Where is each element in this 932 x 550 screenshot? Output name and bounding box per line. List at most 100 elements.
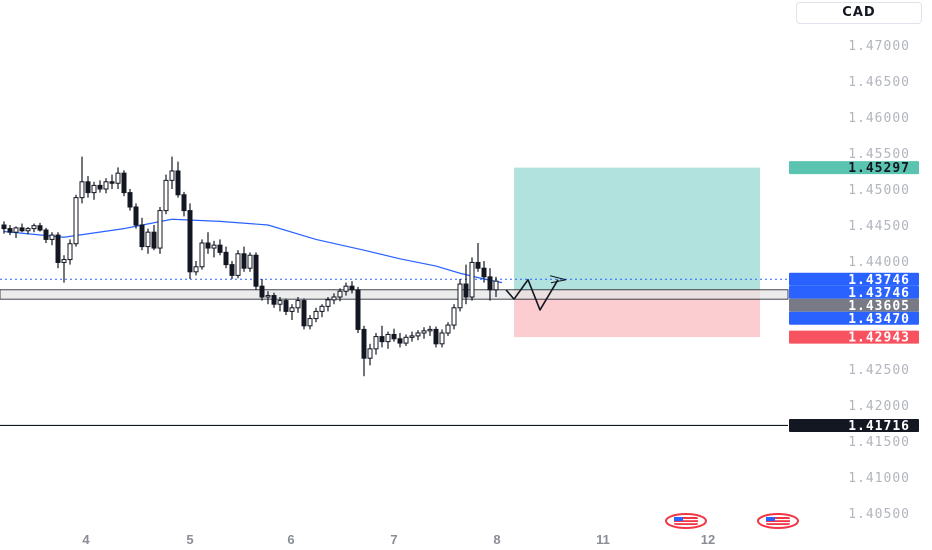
candle-body — [223, 251, 229, 266]
candle-body — [79, 181, 85, 199]
candle-body — [139, 224, 145, 248]
candle-body — [49, 234, 55, 240]
candle-body — [211, 244, 217, 249]
candle-body — [283, 300, 289, 312]
candle-body — [265, 295, 271, 298]
candle-body — [19, 227, 25, 232]
candle-body — [145, 231, 151, 248]
candle-body — [331, 296, 337, 301]
moving-average-line — [3, 218, 503, 284]
candle-body — [259, 285, 265, 298]
candle-body — [421, 330, 427, 334]
candle-body — [289, 307, 295, 312]
candle-body — [121, 172, 127, 194]
x-tick-label: 5 — [186, 532, 193, 547]
candle-body — [427, 328, 433, 332]
y-tick-label: 1.42500 — [848, 363, 910, 378]
price-badge — [789, 285, 919, 299]
candle-body — [109, 181, 115, 184]
candle-body — [175, 170, 181, 196]
candle-body — [313, 310, 319, 320]
candle-body — [469, 261, 475, 298]
y-tick-label: 1.42000 — [848, 399, 910, 414]
candle-body — [61, 259, 67, 263]
candle-body — [217, 244, 223, 253]
candle-body — [349, 285, 355, 291]
candle-body — [295, 300, 301, 309]
candle-body — [97, 184, 103, 190]
x-tick-label: 12 — [701, 532, 715, 547]
candle-body — [157, 210, 163, 249]
price-badge-label: 1.45297 — [848, 161, 910, 176]
candle-body — [439, 332, 445, 345]
candle-body — [361, 328, 367, 359]
y-tick-label: 1.41500 — [848, 435, 910, 450]
candle-body — [415, 332, 421, 337]
y-tick-label: 1.46500 — [848, 75, 910, 90]
candle-body — [169, 170, 175, 181]
candle-body — [37, 225, 43, 231]
candle-body — [301, 300, 307, 327]
candle-body — [73, 197, 79, 245]
candle-body — [199, 242, 205, 268]
us-flag-icon[interactable] — [757, 513, 799, 529]
us-flag-icon[interactable] — [665, 513, 707, 529]
candle-body — [205, 242, 211, 249]
candle-body — [385, 333, 391, 343]
candle-body — [463, 283, 469, 298]
candle-body — [481, 267, 487, 278]
candle-body — [151, 231, 157, 249]
candle-body — [7, 228, 13, 233]
candle-body — [493, 280, 499, 291]
price-badge-label: 1.43470 — [848, 312, 910, 327]
candle-body — [373, 336, 379, 350]
x-tick-label: 4 — [82, 532, 90, 547]
candle-body — [229, 264, 235, 276]
y-tick-label: 1.41000 — [848, 471, 910, 486]
candle-body — [433, 328, 439, 345]
price-badge-label: 1.42943 — [848, 331, 910, 346]
candle-body — [103, 181, 109, 190]
candle-body — [271, 295, 277, 305]
candle-body — [391, 333, 397, 340]
candle-body — [409, 335, 415, 338]
candle-body — [445, 324, 451, 334]
target-zone — [514, 167, 760, 290]
price-badge-label: 1.41716 — [848, 419, 910, 434]
candle-body — [43, 229, 49, 240]
candle-body — [181, 194, 187, 212]
candle-body — [13, 227, 19, 233]
candle-body — [163, 179, 169, 212]
candle-body — [127, 192, 133, 208]
candle-body — [1, 224, 7, 230]
y-tick-label: 1.44500 — [848, 219, 910, 234]
support-zone — [0, 289, 789, 300]
candle-body — [319, 305, 325, 312]
candle-body — [277, 300, 283, 305]
candle-body — [487, 276, 493, 291]
candle-body — [25, 228, 31, 232]
candle-body — [307, 318, 313, 327]
price-badge-label: 1.43605 — [848, 299, 910, 314]
candle-body — [337, 290, 343, 298]
x-tick-label: 8 — [493, 532, 500, 547]
candle-body — [475, 261, 481, 269]
y-tick-label: 1.40500 — [848, 507, 910, 522]
candle-body — [241, 253, 247, 269]
currency-label[interactable]: CAD — [796, 2, 922, 24]
candle-body — [325, 299, 331, 307]
y-tick-label: 1.46000 — [848, 111, 910, 126]
projection-path — [505, 278, 559, 311]
candle-body — [247, 254, 253, 269]
x-tick-label: 11 — [596, 532, 610, 547]
candle-body — [397, 338, 403, 344]
candle-body — [457, 283, 463, 309]
price-badge — [789, 272, 919, 286]
candle-body — [379, 336, 385, 343]
price-badge-label: 1.43746 — [848, 273, 910, 288]
y-tick-label: 1.44000 — [848, 255, 910, 270]
candle-body — [343, 285, 349, 292]
x-tick-label: 7 — [390, 532, 397, 547]
candle-body — [115, 172, 121, 184]
